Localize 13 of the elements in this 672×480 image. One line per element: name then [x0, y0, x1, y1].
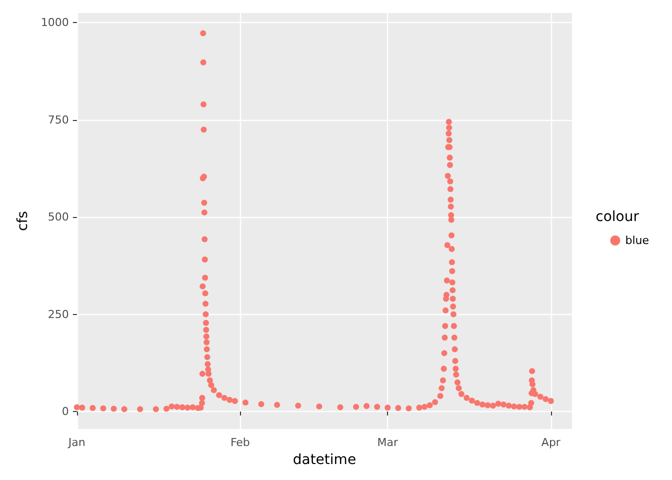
- x-tick-label: Mar: [377, 436, 398, 449]
- x-tick-label: Apr: [541, 436, 561, 449]
- x-tick-label: Jan: [67, 436, 86, 449]
- legend-title: colour: [596, 209, 640, 225]
- y-tick-label: 250: [48, 308, 69, 321]
- y-tick-label: 0: [62, 405, 69, 418]
- x-tick-label: Feb: [230, 436, 250, 449]
- y-tick-label: 1000: [40, 16, 69, 30]
- y-tick-label: 750: [48, 113, 69, 126]
- y-axis-title: cfs: [15, 211, 31, 231]
- legend-label: blue: [625, 234, 650, 247]
- y-tick-label: 500: [48, 210, 69, 224]
- x-axis-title: datetime: [292, 452, 356, 468]
